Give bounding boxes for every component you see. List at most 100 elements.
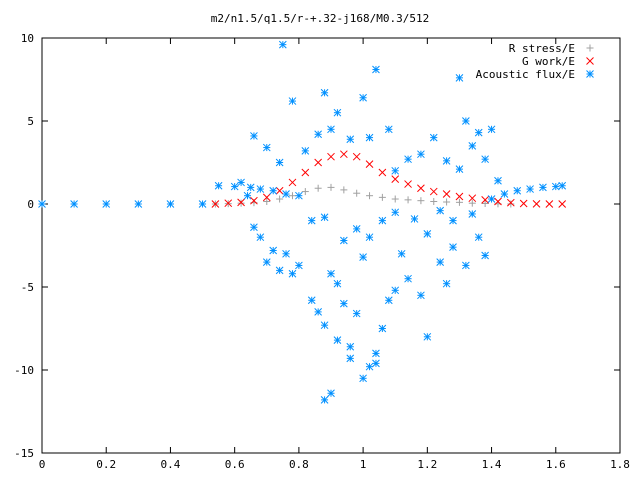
data-point: [365, 233, 374, 242]
data-point: [468, 194, 477, 203]
data-point: [237, 178, 245, 187]
data-point: [442, 156, 451, 165]
data-point: [442, 190, 451, 198]
data-point: [70, 200, 78, 208]
data-point: [384, 125, 393, 134]
legend-marker: [586, 70, 594, 78]
data-point: [224, 199, 233, 208]
data-point: [391, 175, 400, 183]
data-point: [417, 291, 425, 300]
data-point: [278, 40, 287, 49]
x-tick-label: 0.8: [289, 458, 309, 471]
data-point: [442, 279, 451, 288]
data-point: [558, 181, 567, 190]
data-point: [494, 197, 502, 206]
data-point: [262, 193, 271, 202]
x-tick-label: 0.4: [161, 458, 181, 471]
data-point: [327, 125, 335, 134]
data-point: [551, 182, 560, 191]
chart-title: m2/n1.5/q1.5/r-+.32-j168/M0.3/512: [211, 12, 430, 25]
data-point: [262, 143, 271, 152]
data-point: [320, 213, 329, 222]
x-tick-label: 0.6: [225, 458, 245, 471]
data-point: [417, 197, 425, 205]
data-point: [397, 249, 406, 258]
data-point: [455, 73, 464, 82]
legend-marker: [586, 44, 594, 52]
data-point: [430, 198, 438, 206]
data-point: [417, 150, 425, 159]
data-point: [166, 200, 175, 208]
data-point: [314, 158, 323, 167]
data-point: [353, 189, 361, 197]
data-point: [532, 199, 541, 208]
data-point: [250, 223, 258, 232]
data-point: [404, 274, 412, 283]
data-point: [449, 243, 457, 252]
legend-label: Acoustic flux/E: [476, 68, 575, 81]
data-point: [307, 216, 316, 225]
data-point: [365, 160, 374, 169]
data-point: [468, 199, 476, 207]
data-point: [359, 93, 367, 102]
data-point: [404, 180, 412, 188]
data-point: [275, 266, 284, 275]
data-point: [327, 183, 335, 191]
data-point: [494, 176, 502, 185]
data-point: [320, 88, 329, 97]
data-point: [539, 183, 547, 192]
data-point: [365, 133, 374, 142]
data-point: [506, 198, 515, 207]
data-point: [513, 186, 522, 195]
data-point: [487, 125, 496, 134]
data-point: [256, 185, 265, 193]
data-point: [288, 178, 297, 187]
data-point: [333, 108, 342, 117]
data-point: [391, 195, 399, 203]
data-point: [519, 199, 528, 208]
data-point: [507, 200, 515, 208]
data-point: [243, 191, 252, 200]
x-tick-label: 1.6: [546, 458, 566, 471]
data-point: [346, 354, 355, 363]
data-point: [214, 181, 223, 190]
data-point: [352, 152, 361, 161]
data-point: [340, 186, 348, 194]
data-point: [500, 190, 509, 198]
data-point: [301, 168, 310, 177]
data-point: [410, 215, 419, 223]
data-point: [314, 308, 323, 316]
data-point: [314, 130, 323, 139]
data-point: [391, 208, 400, 217]
data-point: [269, 246, 278, 255]
x-tick-label: 1.2: [417, 458, 437, 471]
data-point: [352, 225, 361, 233]
data-point: [474, 233, 483, 242]
y-tick-label: 0: [27, 198, 34, 211]
data-point: [346, 135, 355, 144]
data-point: [391, 166, 400, 175]
data-point: [378, 216, 387, 225]
data-point: [237, 198, 245, 207]
data-point: [526, 185, 534, 193]
data-point: [301, 147, 310, 155]
data-point: [436, 206, 445, 215]
legend-label: G work/E: [522, 55, 575, 68]
data-point: [275, 158, 284, 167]
data-point: [372, 349, 380, 358]
data-point: [314, 184, 322, 192]
data-point: [38, 200, 46, 208]
data-point: [295, 191, 303, 200]
data-point: [359, 253, 367, 261]
data-point: [404, 196, 412, 204]
legend-marker: [586, 57, 594, 65]
x-tick-label: 1.8: [610, 458, 630, 471]
data-point: [462, 117, 470, 125]
legend-label: R stress/E: [509, 42, 575, 55]
data-point: [455, 192, 464, 201]
x-tick-label: 1: [360, 458, 367, 471]
data-point: [256, 233, 265, 242]
data-point: [307, 296, 316, 305]
data-point: [481, 200, 489, 208]
